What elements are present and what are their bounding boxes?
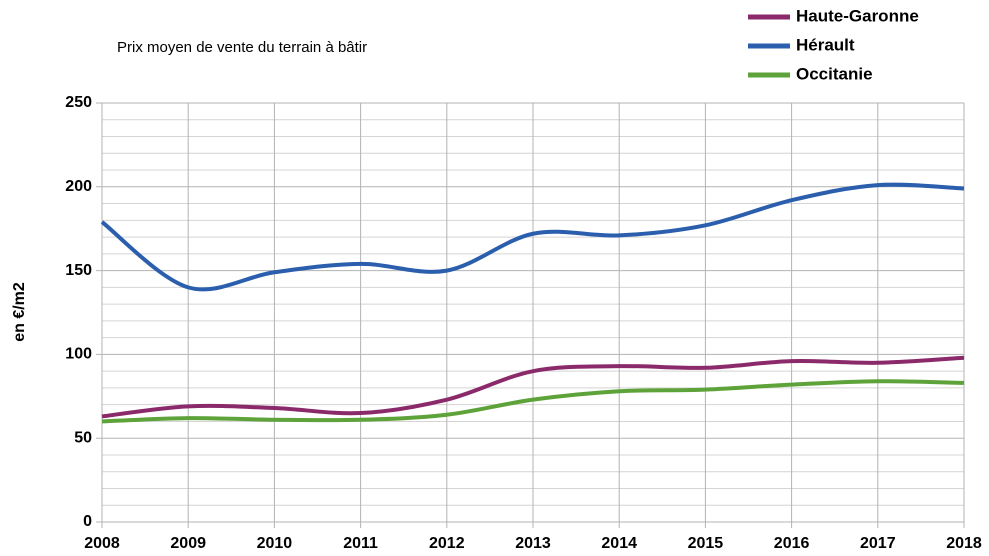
x-tick-label: 2008 — [84, 535, 120, 552]
x-tick-label: 2012 — [429, 535, 465, 552]
x-tick-label: 2018 — [946, 535, 982, 552]
legend-label: Occitanie — [796, 64, 873, 83]
y-tick-label: 150 — [65, 262, 92, 279]
x-tick-label: 2015 — [688, 535, 724, 552]
legend-label: Haute-Garonne — [796, 6, 919, 25]
y-tick-label: 100 — [65, 346, 92, 363]
x-tick-label: 2010 — [257, 535, 293, 552]
x-tick-label: 2014 — [601, 535, 637, 552]
y-tick-label: 250 — [65, 94, 92, 111]
legend-label: Hérault — [796, 35, 855, 54]
y-axis-label: en €/m2 — [11, 282, 28, 342]
x-tick-label: 2009 — [170, 535, 206, 552]
y-tick-label: 0 — [83, 513, 92, 530]
x-tick-label: 2017 — [860, 535, 896, 552]
x-tick-label: 2016 — [774, 535, 810, 552]
y-tick-label: 50 — [74, 429, 92, 446]
series-line — [100, 182, 965, 292]
series-line — [101, 355, 965, 419]
x-tick-label: 2013 — [515, 535, 551, 552]
x-tick-label: 2011 — [343, 535, 378, 552]
y-tick-label: 200 — [65, 178, 92, 195]
series-line — [101, 379, 965, 424]
chart-title: Prix moyen de vente du terrain à bâtir — [117, 39, 367, 56]
